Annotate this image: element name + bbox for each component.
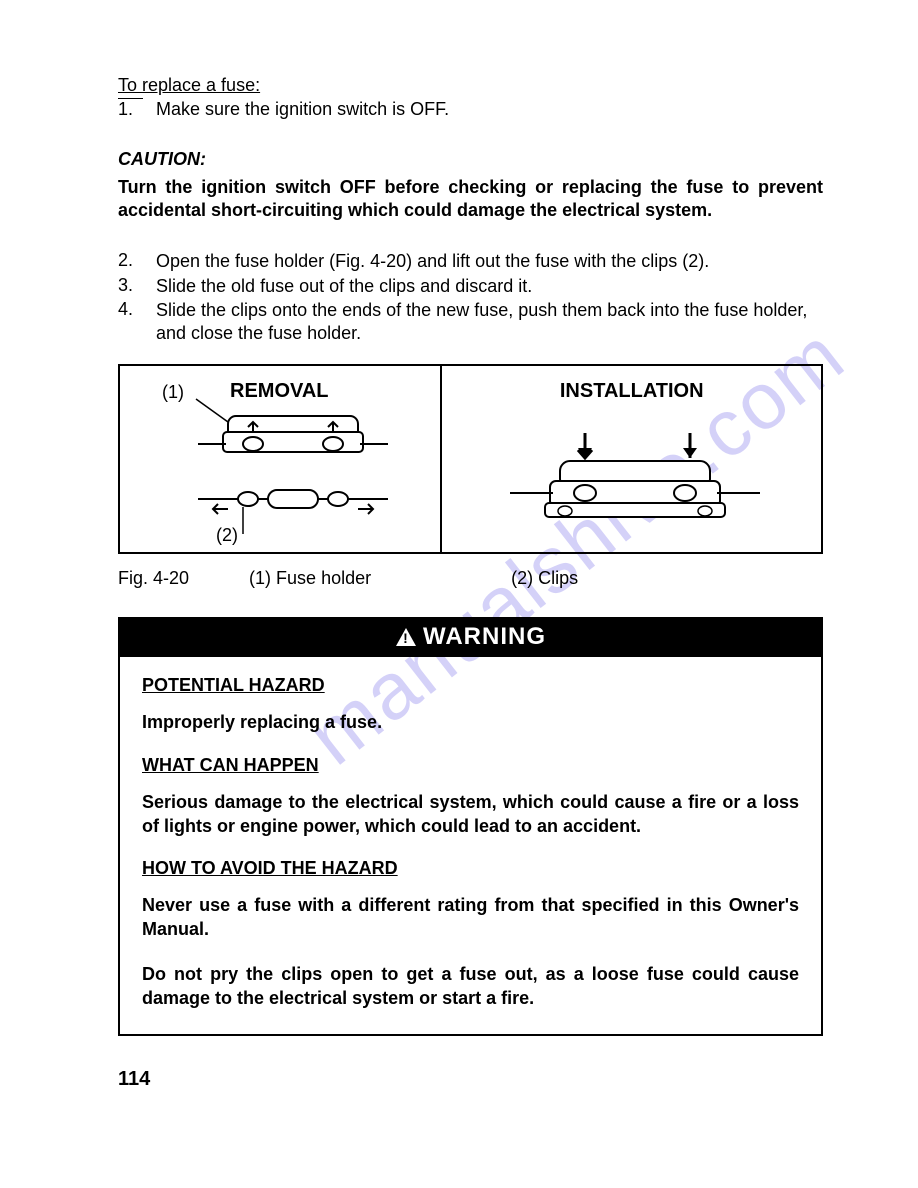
warning-body: POTENTIAL HAZARD Improperly replacing a … bbox=[120, 657, 821, 1034]
step-4: 4. Slide the clips onto the ends of the … bbox=[118, 299, 823, 344]
warning-text-3: Never use a fuse with a different rating… bbox=[142, 893, 799, 942]
warning-heading-3: HOW TO AVOID THE HAZARD bbox=[142, 858, 799, 879]
figure-number: Fig. 4-20 bbox=[118, 568, 189, 589]
svg-text:!: ! bbox=[403, 630, 409, 646]
figure-caption-item-2: (2) Clips bbox=[511, 568, 578, 589]
figure-removal-panel: (1) REMOVAL bbox=[120, 366, 442, 552]
figure-left-title: REMOVAL bbox=[230, 380, 329, 403]
step-2: 2. Open the fuse holder (Fig. 4-20) and … bbox=[118, 250, 823, 273]
step-1-number: 1. bbox=[118, 98, 143, 120]
step-1-text: Make sure the ignition switch is OFF. bbox=[156, 98, 823, 121]
warning-heading-1: POTENTIAL HAZARD bbox=[142, 675, 799, 696]
warning-header-text: WARNING bbox=[423, 623, 546, 651]
figure-caption-item-1: (1) Fuse holder bbox=[249, 568, 371, 589]
figure-right-title: INSTALLATION bbox=[450, 380, 813, 403]
caution-heading: CAUTION: bbox=[118, 149, 823, 170]
step-4-text: Slide the clips onto the ends of the new… bbox=[156, 299, 823, 344]
warning-triangle-icon: ! bbox=[395, 627, 417, 647]
warning-box: ! WARNING POTENTIAL HAZARD Improperly re… bbox=[118, 617, 823, 1036]
figure-marker-1: (1) bbox=[162, 382, 184, 403]
figure-box: (1) REMOVAL bbox=[118, 364, 823, 554]
installation-diagram-icon bbox=[450, 403, 810, 548]
step-3-text: Slide the old fuse out of the clips and … bbox=[156, 275, 823, 298]
step-3-number: 3. bbox=[118, 275, 156, 298]
warning-text-4: Do not pry the clips open to get a fuse … bbox=[142, 962, 799, 1011]
step-3: 3. Slide the old fuse out of the clips a… bbox=[118, 275, 823, 298]
step-2-text: Open the fuse holder (Fig. 4-20) and lif… bbox=[156, 250, 823, 273]
figure-caption: Fig. 4-20 (1) Fuse holder (2) Clips bbox=[118, 568, 823, 589]
figure-installation-panel: INSTALLATION bbox=[442, 366, 821, 552]
warning-text-2: Serious damage to the electrical system,… bbox=[142, 790, 799, 839]
page-number: 114 bbox=[118, 1068, 823, 1091]
warning-header: ! WARNING bbox=[120, 619, 821, 657]
caution-body: Turn the ignition switch OFF before chec… bbox=[118, 176, 823, 223]
step-4-number: 4. bbox=[118, 299, 156, 344]
warning-text-1: Improperly replacing a fuse. bbox=[142, 710, 799, 734]
intro-heading: To replace a fuse: bbox=[118, 75, 823, 96]
step-2-number: 2. bbox=[118, 250, 156, 273]
figure-marker-2: (2) bbox=[216, 525, 238, 546]
warning-heading-2: WHAT CAN HAPPEN bbox=[142, 755, 799, 776]
step-1: 1. Make sure the ignition switch is OFF. bbox=[118, 98, 823, 121]
